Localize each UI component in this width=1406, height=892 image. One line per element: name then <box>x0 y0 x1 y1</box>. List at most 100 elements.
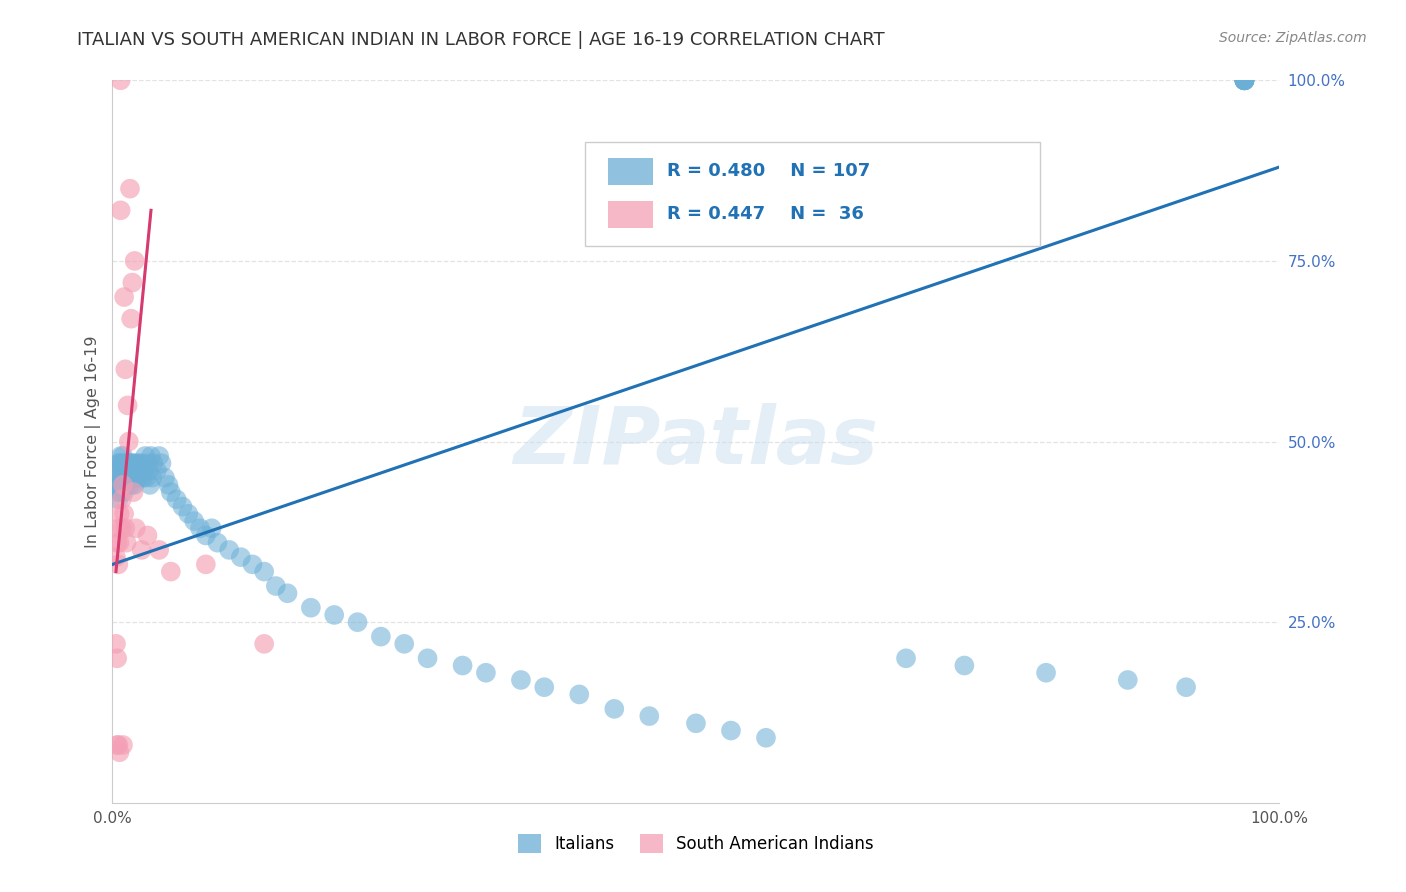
Point <box>121 276 143 290</box>
Point <box>115 535 138 549</box>
Text: ITALIAN VS SOUTH AMERICAN INDIAN IN LABOR FORCE | AGE 16-19 CORRELATION CHART: ITALIAN VS SOUTH AMERICAN INDIAN IN LABO… <box>77 31 884 49</box>
Point <box>122 485 145 500</box>
Point <box>148 542 170 557</box>
Point <box>146 463 169 477</box>
Point <box>568 687 591 701</box>
Point <box>160 565 183 579</box>
Point <box>1233 73 1256 87</box>
Point <box>1035 665 1057 680</box>
Point <box>370 630 392 644</box>
Point <box>299 600 322 615</box>
Point <box>115 456 138 470</box>
Point <box>603 702 626 716</box>
Point <box>111 470 134 484</box>
Point <box>124 463 146 477</box>
Point <box>111 449 134 463</box>
Point <box>150 456 173 470</box>
Point <box>229 550 252 565</box>
Point <box>1233 73 1256 87</box>
Point <box>107 738 129 752</box>
Point <box>242 558 264 572</box>
Point <box>201 521 224 535</box>
Point <box>276 586 298 600</box>
Point <box>509 673 531 687</box>
Point <box>953 658 976 673</box>
Point <box>111 738 134 752</box>
Point <box>1175 680 1198 694</box>
Point <box>172 500 194 514</box>
Point <box>120 456 142 470</box>
Point <box>110 203 132 218</box>
Point <box>114 463 136 477</box>
Point <box>1233 73 1256 87</box>
Point <box>125 456 148 470</box>
Point <box>533 680 555 694</box>
Point <box>121 463 143 477</box>
Point <box>142 456 165 470</box>
Point <box>122 456 145 470</box>
Point <box>108 507 131 521</box>
Point <box>136 528 159 542</box>
Point <box>394 637 416 651</box>
Point <box>127 456 149 470</box>
Point <box>124 478 146 492</box>
Point <box>107 456 129 470</box>
Point <box>107 521 129 535</box>
Point <box>115 470 138 484</box>
FancyBboxPatch shape <box>609 201 652 228</box>
Point <box>139 449 162 463</box>
Point <box>755 731 778 745</box>
Point <box>131 456 153 470</box>
Point <box>138 463 160 477</box>
Point <box>166 492 188 507</box>
Point <box>153 470 176 484</box>
Point <box>111 521 134 535</box>
Point <box>129 463 152 477</box>
Y-axis label: In Labor Force | Age 16-19: In Labor Force | Age 16-19 <box>86 335 101 548</box>
Point <box>132 470 155 484</box>
Point <box>112 485 135 500</box>
Point <box>118 478 141 492</box>
Point <box>111 478 134 492</box>
Point <box>183 514 205 528</box>
Legend: Italians, South American Indians: Italians, South American Indians <box>512 827 880 860</box>
Point <box>139 478 162 492</box>
Point <box>112 456 135 470</box>
Point <box>112 290 135 304</box>
Point <box>111 492 134 507</box>
Point <box>107 478 129 492</box>
Point <box>148 449 170 463</box>
Point <box>108 456 131 470</box>
Point <box>105 463 128 477</box>
Point <box>194 528 217 542</box>
Point <box>346 615 368 630</box>
Point <box>128 470 150 484</box>
Point <box>1233 73 1256 87</box>
Point <box>125 521 148 535</box>
Point <box>416 651 439 665</box>
Point <box>136 456 159 470</box>
Point <box>104 550 127 565</box>
Point <box>264 579 287 593</box>
Point <box>117 478 139 492</box>
Point <box>104 637 127 651</box>
Point <box>638 709 661 723</box>
Point <box>125 463 148 477</box>
FancyBboxPatch shape <box>585 142 1040 246</box>
Point <box>253 565 276 579</box>
Point <box>114 478 136 492</box>
Point <box>118 456 141 470</box>
Point <box>1233 73 1256 87</box>
Point <box>125 470 148 484</box>
Point <box>720 723 742 738</box>
Point <box>218 542 240 557</box>
Point <box>117 463 139 477</box>
Point <box>108 745 131 759</box>
Point <box>1233 73 1256 87</box>
Point <box>114 521 136 535</box>
Point <box>1233 73 1256 87</box>
Point <box>104 478 127 492</box>
Point <box>141 470 163 484</box>
Point <box>122 470 145 484</box>
Point <box>894 651 917 665</box>
